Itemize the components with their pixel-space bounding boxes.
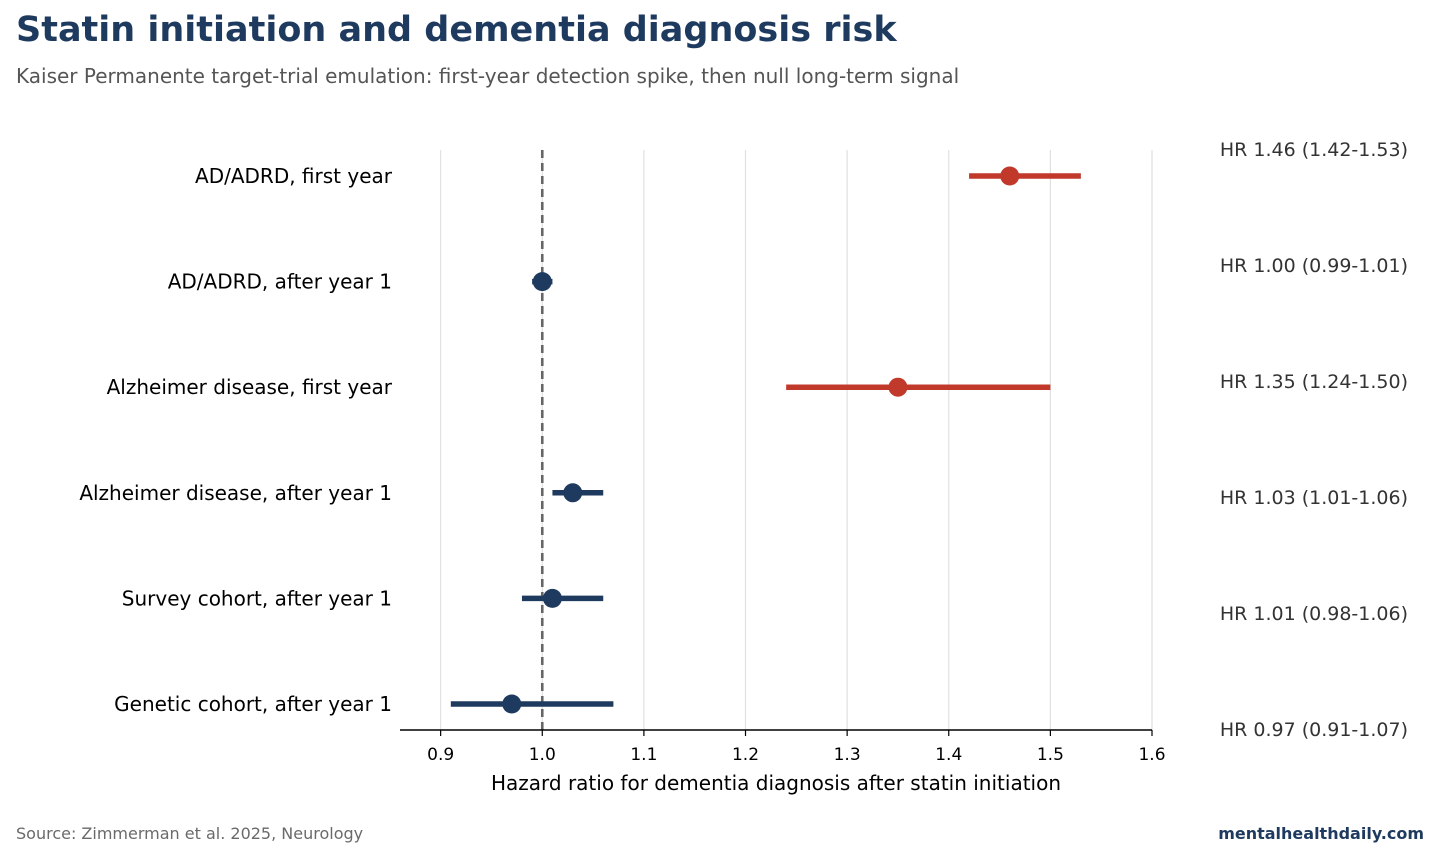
hr-point xyxy=(532,272,552,292)
hr-annotation: HR 1.46 (1.42-1.53) xyxy=(1220,139,1408,161)
x-tick-label: 1.6 xyxy=(1138,745,1165,765)
x-tick-label: 1.0 xyxy=(529,745,556,765)
hr-point xyxy=(563,483,583,503)
row-label: Alzheimer disease, after year 1 xyxy=(79,481,392,505)
hr-annotation: HR 1.03 (1.01-1.06) xyxy=(1220,487,1408,509)
hr-point xyxy=(1000,166,1020,186)
x-tick-label: 1.1 xyxy=(630,745,657,765)
hr-point xyxy=(888,377,908,397)
hr-point xyxy=(542,588,562,608)
hr-annotation: HR 1.01 (0.98-1.06) xyxy=(1220,603,1408,625)
source-note: Source: Zimmerman et al. 2025, Neurology xyxy=(16,824,364,843)
row-label: AD/ADRD, first year xyxy=(195,164,393,188)
x-tick-label: 1.4 xyxy=(935,745,962,765)
x-tick-label: 1.5 xyxy=(1037,745,1064,765)
row-label: Genetic cohort, after year 1 xyxy=(114,692,392,716)
x-tick-label: 0.9 xyxy=(427,745,454,765)
row-label: AD/ADRD, after year 1 xyxy=(168,270,392,294)
row-label: Alzheimer disease, first year xyxy=(107,375,393,399)
hr-annotation: HR 1.35 (1.24-1.50) xyxy=(1220,371,1408,393)
hr-annotation: HR 0.97 (0.91-1.07) xyxy=(1220,719,1408,741)
hr-annotation: HR 1.00 (0.99-1.01) xyxy=(1220,255,1408,277)
chart-subtitle: Kaiser Permanente target-trial emulation… xyxy=(16,64,960,88)
x-axis-label: Hazard ratio for dementia diagnosis afte… xyxy=(491,771,1061,795)
row-label: Survey cohort, after year 1 xyxy=(122,586,392,610)
chart-title: Statin initiation and dementia diagnosis… xyxy=(16,10,897,50)
x-tick-label: 1.2 xyxy=(732,745,759,765)
x-tick-label: 1.3 xyxy=(834,745,861,765)
hr-point xyxy=(502,694,522,714)
brand-label: mentalhealthdaily.com xyxy=(1218,824,1424,843)
